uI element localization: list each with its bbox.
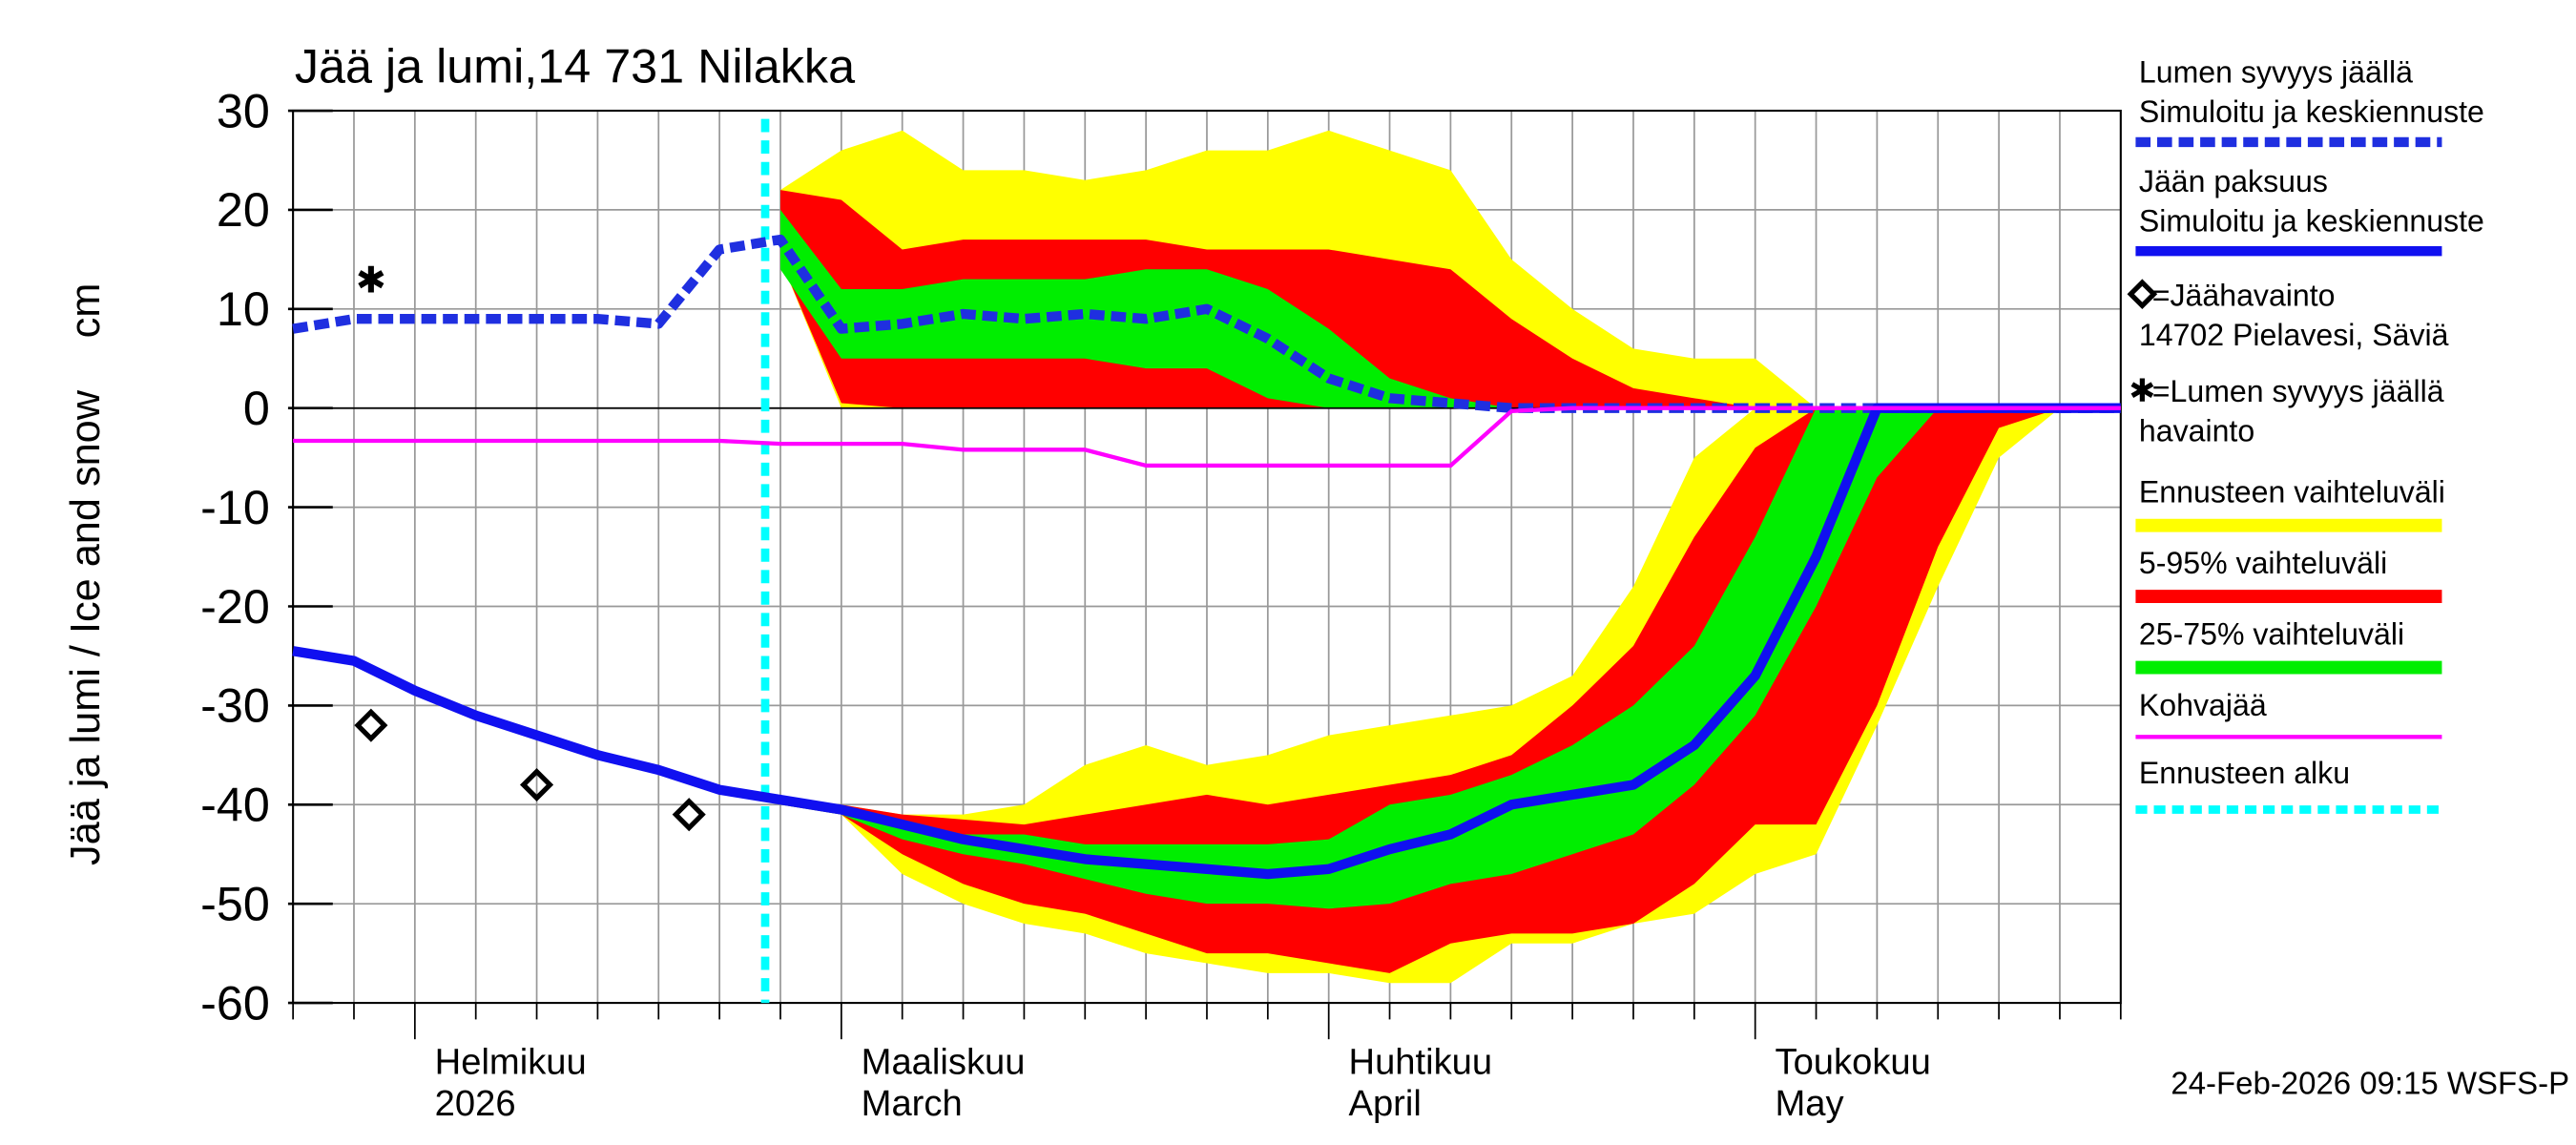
x-tick-sublabel: April xyxy=(1349,1083,1422,1124)
x-tick-label: Toukokuu xyxy=(1776,1042,1931,1083)
y-tick-label: 20 xyxy=(217,183,270,237)
legend-label: 14702 Pielavesi, Säviä xyxy=(2139,318,2449,352)
legend-label: Ennusteen vaihteluväli xyxy=(2139,474,2445,509)
y-tick-label: -50 xyxy=(200,878,270,931)
x-tick-label: Huhtikuu xyxy=(1349,1042,1493,1083)
x-tick-sublabel: March xyxy=(862,1083,963,1124)
legend-label: Simuloitu ja keskiennuste xyxy=(2139,203,2484,238)
y-tick-label: -20 xyxy=(200,580,270,634)
legend-label: =Lumen syvyys jäällä xyxy=(2152,374,2444,408)
series-line xyxy=(292,403,2121,880)
legend-label: Jään paksuus xyxy=(2139,164,2328,198)
legend-label: Simuloitu ja keskiennuste xyxy=(2139,94,2484,129)
y-tick-label: -10 xyxy=(200,481,270,534)
legend-label: Lumen syvyys jäällä xyxy=(2139,55,2413,90)
footer: 24-Feb-2026 09:15 WSFS-P xyxy=(2171,1065,2569,1100)
observation-marker xyxy=(354,708,388,742)
y-tick-label: 10 xyxy=(217,282,270,336)
legend-swatch xyxy=(2130,378,2154,402)
chart-title: Jää ja lumi,14 731 Nilakka xyxy=(295,40,855,94)
observation-marker xyxy=(358,265,384,293)
band xyxy=(779,407,1939,909)
y-tick-label: 0 xyxy=(243,382,270,435)
x-tick-sublabel: 2026 xyxy=(435,1083,516,1124)
y-tick-label: -40 xyxy=(200,779,270,832)
series-line xyxy=(292,234,2121,413)
x-tick-label: Maaliskuu xyxy=(862,1042,1026,1083)
x-tick-label: Helmikuu xyxy=(435,1042,587,1083)
legend-swatch xyxy=(2127,279,2158,310)
y-tick-label: 30 xyxy=(217,84,270,137)
legend-label: =Jäähavainto xyxy=(2152,278,2336,312)
series-line xyxy=(293,406,2121,468)
band xyxy=(779,209,1512,408)
legend-label: Ennusteen alku xyxy=(2139,756,2350,790)
legend-label: havainto xyxy=(2139,413,2254,448)
y-tick-label: -60 xyxy=(200,976,270,1030)
y-axis-unit: cm xyxy=(63,283,109,339)
y-axis-label: Jää ja lumi / Ice and snow xyxy=(63,389,109,865)
x-tick-sublabel: May xyxy=(1776,1083,1844,1124)
observation-marker xyxy=(672,798,706,832)
band xyxy=(779,407,2060,973)
legend-label: 5-95% vaihteluväli xyxy=(2139,546,2387,580)
legend-label: Kohvajää xyxy=(2139,688,2267,722)
observation-marker xyxy=(519,767,554,802)
y-tick-label: -30 xyxy=(200,679,270,733)
legend-label: 25-75% vaihteluväli xyxy=(2139,616,2404,651)
